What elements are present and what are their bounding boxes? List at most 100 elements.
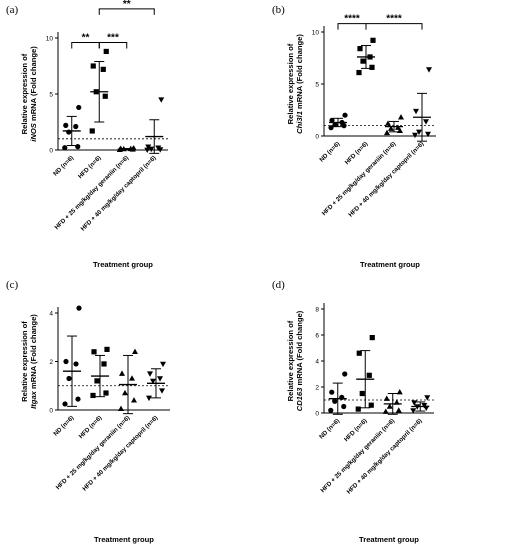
panel-label: (c) [6, 279, 19, 291]
data-point [63, 358, 69, 365]
y-axis-label-gene: Chi3l1 mRNA (Fold change) [295, 34, 304, 134]
x-axis-label: Treatment group [93, 260, 153, 269]
data-point [158, 97, 165, 103]
data-point [342, 112, 348, 118]
panel-b: (b) 0 5 10 Relative expression of Chi3l1 mRN… [266, 0, 532, 275]
significance-label: **** [344, 14, 360, 25]
data-point [370, 37, 376, 43]
data-point [395, 407, 402, 413]
data-point [357, 46, 363, 52]
x-axis-label: Treatment group [359, 535, 419, 544]
significance-bracket [98, 41, 128, 49]
data-point [426, 67, 432, 73]
data-point [383, 395, 390, 401]
data-point [62, 145, 68, 151]
x-axis-label: Treatment group [94, 535, 154, 544]
data-point [118, 405, 124, 411]
y-axis-label-gene: Itgax mRNA (Fold change) [29, 314, 38, 409]
data-point [157, 376, 163, 382]
data-point [341, 403, 347, 410]
y-axis-label-gene: iNOS mRNA (Fold change) [29, 46, 38, 142]
data-point [385, 120, 391, 126]
y-tick-label: 0 [315, 410, 319, 417]
data-point [160, 361, 166, 368]
data-point [396, 389, 403, 395]
data-point [145, 144, 152, 150]
panel-a: (a) 0 5 10 Relative expression of iNOS mRNA … [0, 0, 266, 275]
y-tick-label: 4 [49, 310, 53, 317]
significance-label: **** [386, 14, 402, 25]
data-point [328, 407, 334, 413]
significance-bracket [98, 8, 155, 15]
y-tick-label: 2 [315, 384, 319, 391]
data-point [356, 350, 362, 356]
data-point [388, 125, 394, 131]
data-point [76, 104, 82, 111]
x-axis-label: Treatment group [360, 260, 420, 269]
data-point [119, 370, 125, 376]
panel-label: (a) [6, 4, 19, 16]
data-point [94, 378, 100, 384]
data-point [425, 131, 431, 138]
data-point [410, 408, 417, 414]
data-point [73, 361, 79, 367]
data-point [342, 371, 348, 377]
data-point [62, 401, 68, 407]
data-point [90, 63, 96, 69]
panel-c: (c) 0 2 4 Relative expression of Itgax mRNA … [0, 275, 266, 550]
significance-label: ** [123, 0, 131, 10]
chart-svg: 0 5 10 Relative expression of Chi3l1 mRNA (F… [286, 14, 436, 269]
data-point [332, 398, 338, 404]
y-axis-label: Relative expression of [20, 321, 29, 402]
data-point [129, 375, 135, 381]
data-point [148, 146, 155, 153]
data-point [66, 129, 72, 135]
significance-label: ** [82, 32, 90, 43]
data-point [103, 390, 109, 396]
x-category-label: ND (n=6) [318, 417, 341, 440]
data-point [89, 128, 95, 134]
data-point [122, 389, 128, 396]
data-point [150, 378, 156, 385]
x-category-label: ND (n=6) [318, 140, 341, 163]
x-category-label: HFD (n=6) [343, 417, 369, 443]
data-point [91, 349, 97, 355]
y-axis-label: Relative expression of [286, 320, 295, 401]
y-tick-label: 2 [49, 359, 53, 366]
data-point [386, 403, 393, 409]
data-point [104, 346, 110, 352]
y-tick-label: 4 [315, 358, 319, 365]
data-point [329, 117, 335, 123]
data-point [416, 129, 422, 136]
panel-label: (b) [272, 4, 285, 16]
x-category-label: ND (n=6) [52, 414, 75, 437]
y-tick-label: 0 [315, 133, 319, 140]
data-point [424, 395, 431, 401]
y-tick-label: 10 [312, 29, 320, 36]
data-point [360, 58, 366, 64]
y-axis-label: Relative expression of [20, 53, 29, 134]
chart-svg: 0 2 4 Relative expression of Itgax mRNA (Fol… [20, 305, 170, 544]
data-point [159, 388, 165, 394]
data-point [75, 144, 81, 150]
data-point [329, 389, 335, 395]
data-point [356, 69, 362, 76]
y-axis-label: Relative expression of [286, 43, 295, 124]
data-point [412, 132, 418, 139]
data-point [421, 403, 428, 409]
data-point [382, 408, 389, 414]
data-point [146, 395, 152, 402]
panel-label: (d) [272, 279, 285, 291]
x-category-label: ND (n=6) [52, 154, 75, 177]
data-point [423, 119, 429, 125]
data-point [355, 406, 361, 412]
data-point [366, 372, 372, 378]
data-point [328, 125, 334, 131]
data-point [332, 121, 338, 128]
y-tick-label: 6 [315, 332, 319, 339]
significance-bracket [365, 23, 423, 30]
data-point [359, 390, 365, 397]
data-point [147, 371, 153, 377]
chart-svg: 0 2 4 6 8 Relative expression of CD163 mRNA (F… [286, 303, 434, 544]
y-tick-label: 0 [49, 147, 53, 154]
